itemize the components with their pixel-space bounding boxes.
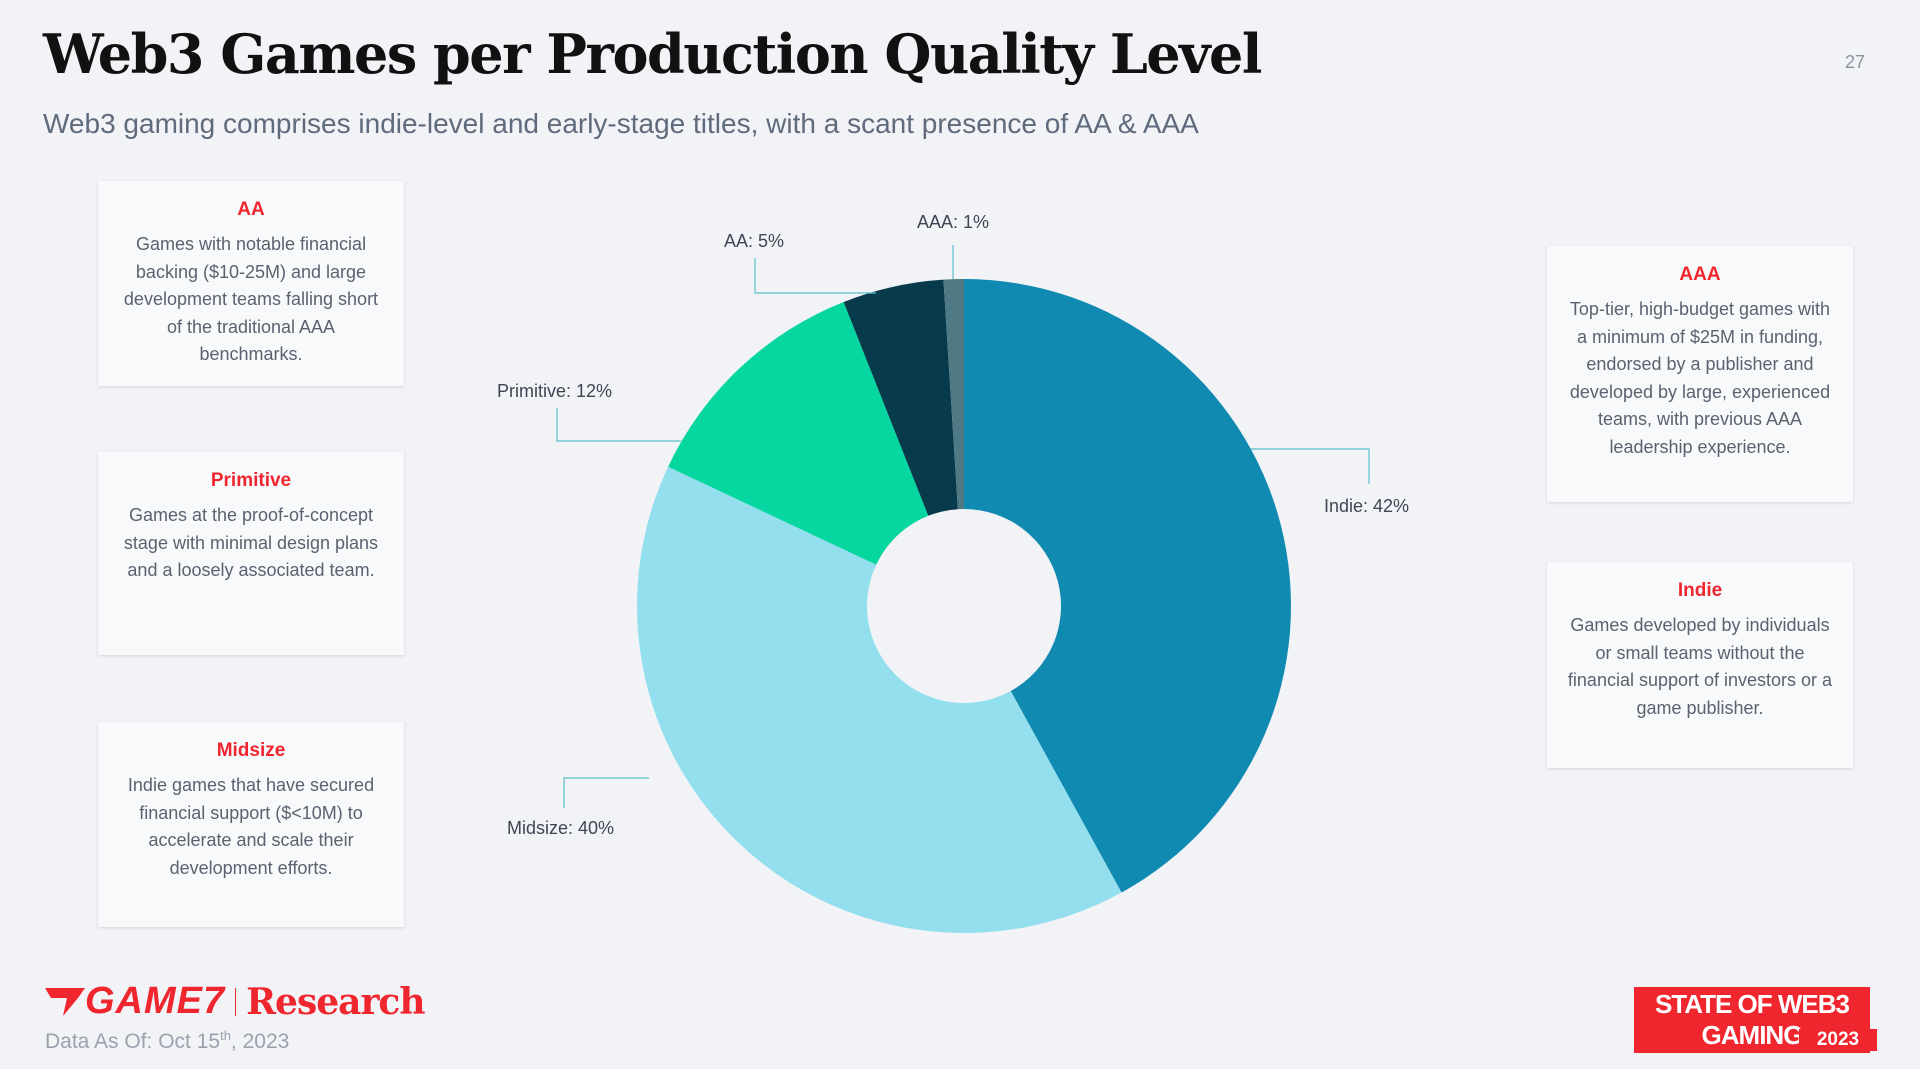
card-title: AAA [1679, 264, 1721, 285]
label-indie: Indie: 42% [1324, 496, 1410, 516]
card-text: Games with notable financial backing ($1… [123, 234, 379, 364]
leader-line-primitive [556, 408, 681, 442]
card-title: Midsize [216, 740, 286, 761]
slice-aaa [943, 279, 964, 510]
label-aa: AA: 5% [724, 231, 785, 251]
label-aaa: AAA: 1% [917, 212, 990, 232]
leader-line-midsize [563, 777, 649, 808]
badge-year: 2023 [1799, 1029, 1877, 1051]
date-prefix: Data As Of: Oct 15 [45, 1030, 221, 1053]
label-midsize: Midsize: 40% [507, 818, 615, 838]
brand-name: GAME7 [85, 980, 226, 1022]
game7-research-logo: GAME7 Research [45, 980, 426, 1023]
label-primitive: Primitive: 12% [497, 381, 613, 401]
card-title: Primitive [210, 470, 292, 491]
card-aa: AA Games with notable financial backing (… [98, 181, 404, 386]
card-text: Games developed by individuals or small … [1567, 615, 1833, 718]
slice-primitive [668, 301, 929, 565]
slice-indie [964, 279, 1291, 893]
divider [235, 987, 237, 1016]
page-title: Web3 Games per Production Quality Level [43, 22, 1262, 86]
card-primitive: Primitive Games at the proof-of-concept s… [98, 452, 404, 655]
card-title: Indie [1677, 580, 1723, 601]
card-text: Indie games that have secured financial … [127, 775, 375, 878]
card-aaa: AAA Top-tier, high-budget games with a mi… [1547, 246, 1853, 502]
card-text: Top-tier, high-budget games with a minim… [1569, 299, 1831, 457]
game7-mark-icon [45, 987, 85, 1016]
card-text: Games at the proof-of-concept stage with… [123, 505, 379, 580]
leader-line-aa [754, 258, 876, 294]
page-subtitle: Web3 gaming comprises indie-level and ea… [43, 108, 1199, 139]
data-date: Data As Of: Oct 15th, 2023 [45, 1028, 289, 1054]
leader-line-indie [1251, 448, 1370, 484]
date-sup: th [220, 1028, 231, 1043]
card-indie: Indie Games developed by individuals or s… [1547, 562, 1853, 768]
brand-suffix: Research [246, 980, 425, 1023]
slice-aa [843, 279, 958, 516]
date-suffix: , 2023 [230, 1030, 290, 1053]
card-midsize: Midsize Indie games that have secured fin… [98, 722, 404, 927]
card-title: AA [237, 199, 265, 220]
page-number: 27 [1845, 52, 1866, 72]
slice-midsize [636, 466, 1122, 934]
